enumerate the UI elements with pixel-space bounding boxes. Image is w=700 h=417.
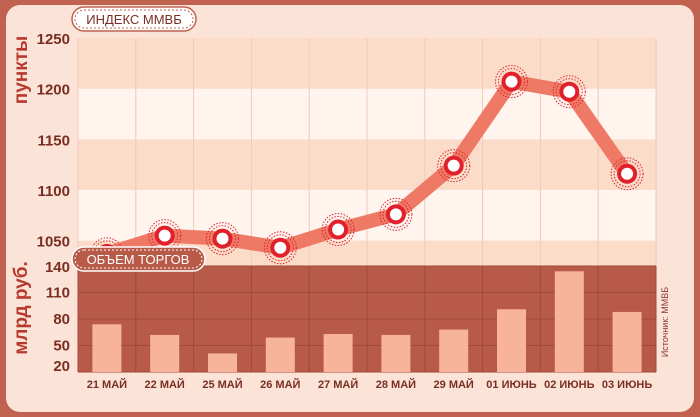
volume-bars	[92, 271, 642, 372]
volume-y-tick: 140	[45, 259, 70, 276]
volume-bar	[323, 334, 353, 372]
volume-y-tick: 80	[53, 311, 70, 328]
index-points	[90, 65, 644, 271]
index-point	[206, 222, 239, 256]
index-point	[263, 231, 297, 265]
volume-y-tick: 110	[46, 285, 70, 302]
x-tick-label: 22 МАЙ	[145, 378, 185, 391]
index-point	[321, 213, 355, 247]
x-tick-label: 21 МАЙ	[87, 378, 127, 391]
index-y-tick: 1100	[37, 183, 70, 200]
index-y-ticks: 1050 1100 1150 1200 1250	[37, 31, 70, 251]
x-tick-label: 28 МАЙ	[376, 378, 416, 391]
volume-y-ticks: 20 50 80 110 140	[45, 259, 70, 375]
index-point	[495, 65, 528, 99]
index-point	[379, 197, 413, 231]
x-tick-label: 25 МАЙ	[202, 378, 242, 391]
x-tick-label: 27 МАЙ	[318, 378, 358, 391]
volume-bar	[554, 271, 584, 372]
volume-y-tick: 50	[53, 338, 70, 355]
volume-bar	[612, 311, 642, 372]
volume-bar	[497, 309, 526, 372]
x-tick-label: 01 ИЮНЬ	[486, 379, 536, 391]
x-axis-ticks: 21 МАЙ 22 МАЙ 25 МАЙ 26 МАЙ 27 МАЙ 28 МАЙ 29 М…	[87, 378, 653, 391]
index-y-tick: 1200	[37, 82, 70, 99]
x-tick-label: 26 МАЙ	[260, 378, 300, 391]
source-note: Источник: ММВБ	[660, 287, 670, 357]
volume-chart-title: ОБЪЕМ ТОРГОВ	[87, 252, 190, 267]
volume-y-tick: 20	[53, 358, 70, 375]
index-y-axis-label: пункты	[11, 36, 32, 105]
index-series-line	[99, 74, 635, 261]
x-tick-label: 03 ИЮНЬ	[602, 379, 652, 391]
volume-y-axis-label: млрд руб.	[11, 261, 32, 355]
volume-title-badge: ОБЪЕМ ТОРГОВ	[71, 246, 206, 272]
volume-bar	[92, 324, 122, 372]
volume-bar	[208, 353, 237, 372]
index-point	[552, 75, 586, 109]
volume-bar	[439, 329, 469, 372]
index-point	[437, 149, 471, 183]
volume-bar	[150, 334, 180, 372]
x-tick-label: 29 МАЙ	[434, 378, 474, 391]
index-y-tick: 1050	[37, 234, 70, 251]
index-y-tick: 1150	[37, 132, 70, 149]
index-chart-title: ИНДЕКС ММВБ	[86, 12, 182, 27]
index-y-tick: 1250	[37, 31, 70, 48]
index-line	[99, 74, 635, 261]
index-point	[610, 157, 644, 191]
volume-bar	[265, 337, 295, 372]
index-title-badge: ИНДЕКС ММВБ	[71, 6, 197, 32]
x-tick-label: 02 ИЮНЬ	[544, 379, 594, 391]
volume-bar	[381, 334, 411, 372]
